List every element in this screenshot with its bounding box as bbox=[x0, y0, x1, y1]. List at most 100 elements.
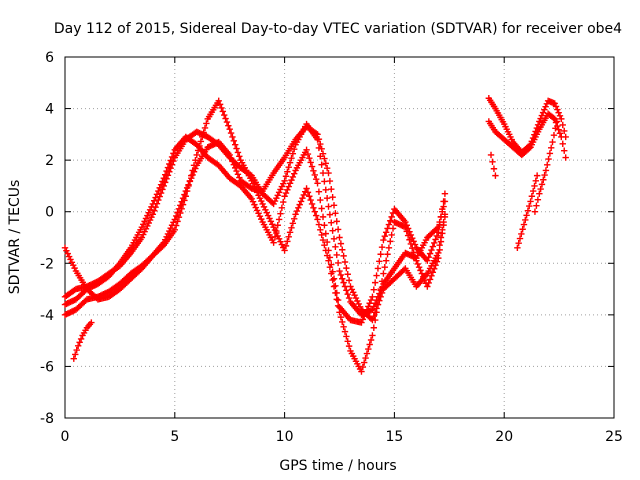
data-point bbox=[317, 140, 324, 148]
data-point bbox=[407, 231, 415, 239]
data-point bbox=[385, 221, 393, 228]
data-point bbox=[332, 210, 339, 217]
data-point bbox=[519, 226, 526, 233]
data-point bbox=[151, 197, 158, 204]
data-point bbox=[70, 355, 77, 362]
data-point bbox=[431, 265, 438, 272]
data-point bbox=[381, 233, 388, 240]
data-point bbox=[297, 198, 305, 205]
data-point bbox=[140, 231, 147, 238]
data-point bbox=[361, 359, 368, 366]
data-point bbox=[308, 163, 316, 170]
data-point bbox=[380, 270, 387, 277]
data-point bbox=[284, 238, 291, 245]
data-point bbox=[76, 339, 83, 346]
data-point bbox=[72, 351, 79, 358]
data-point bbox=[190, 162, 198, 169]
data-point bbox=[376, 293, 383, 301]
data-point bbox=[148, 213, 155, 221]
data-point bbox=[255, 210, 262, 217]
data-point bbox=[522, 216, 529, 224]
data-point bbox=[159, 243, 166, 250]
y-tick-label: 0 bbox=[45, 205, 54, 221]
data-point bbox=[267, 218, 275, 225]
data-point bbox=[345, 277, 353, 284]
data-point bbox=[277, 186, 284, 193]
data-point bbox=[312, 130, 320, 137]
data-point bbox=[161, 171, 169, 178]
data-point bbox=[318, 231, 325, 239]
data-point bbox=[303, 185, 310, 192]
data-point bbox=[323, 194, 331, 202]
data-point bbox=[385, 244, 393, 252]
data-point bbox=[341, 258, 349, 266]
data-point bbox=[541, 171, 548, 179]
series-5 bbox=[70, 319, 95, 362]
data-point bbox=[164, 164, 172, 171]
data-point bbox=[387, 238, 394, 245]
data-point bbox=[226, 151, 233, 159]
data-point bbox=[278, 204, 286, 212]
data-point bbox=[340, 252, 347, 260]
data-point bbox=[350, 289, 357, 296]
data-point bbox=[219, 108, 227, 115]
data-point bbox=[347, 283, 354, 290]
data-point bbox=[545, 155, 552, 163]
data-point bbox=[542, 167, 550, 174]
data-point bbox=[552, 125, 559, 132]
data-point bbox=[175, 213, 183, 221]
x-tick-label: 20 bbox=[495, 429, 513, 445]
data-point bbox=[366, 341, 373, 348]
data-point bbox=[318, 145, 325, 153]
data-point bbox=[151, 207, 158, 214]
data-point bbox=[61, 244, 69, 252]
data-point bbox=[149, 200, 157, 208]
data-point bbox=[345, 294, 353, 302]
data-point bbox=[433, 225, 441, 232]
data-point bbox=[227, 129, 235, 137]
data-point bbox=[410, 238, 417, 245]
data-point bbox=[252, 204, 259, 211]
data-point bbox=[418, 270, 426, 277]
data-point bbox=[336, 267, 343, 275]
data-point bbox=[514, 244, 521, 252]
data-point bbox=[318, 161, 325, 168]
data-point bbox=[409, 234, 416, 242]
data-point bbox=[328, 185, 335, 193]
data-point bbox=[315, 135, 323, 143]
x-tick-label: 5 bbox=[170, 429, 179, 445]
data-point bbox=[378, 243, 386, 251]
data-point bbox=[553, 118, 561, 125]
data-point bbox=[380, 236, 387, 244]
data-point bbox=[282, 242, 290, 250]
y-tick-label: 2 bbox=[45, 153, 54, 169]
data-point bbox=[142, 225, 150, 232]
data-point bbox=[252, 186, 259, 193]
data-point bbox=[155, 187, 162, 195]
data-point bbox=[304, 189, 312, 196]
data-point bbox=[285, 164, 292, 171]
data-point bbox=[348, 286, 356, 293]
data-point bbox=[341, 328, 349, 335]
data-point bbox=[248, 177, 255, 184]
data-point bbox=[354, 297, 361, 305]
data-point bbox=[256, 213, 264, 220]
data-point bbox=[343, 333, 350, 340]
data-point bbox=[334, 296, 342, 304]
data-point bbox=[352, 294, 360, 302]
data-point bbox=[269, 221, 276, 228]
data-point bbox=[319, 169, 327, 177]
data-point bbox=[322, 230, 329, 237]
data-point bbox=[275, 216, 283, 223]
data-point bbox=[531, 208, 539, 215]
data-point bbox=[153, 191, 161, 198]
data-point bbox=[555, 126, 562, 133]
data-point bbox=[365, 345, 372, 353]
data-point bbox=[487, 151, 495, 159]
data-point bbox=[531, 182, 538, 190]
x-tick-label: 25 bbox=[605, 429, 623, 445]
data-point bbox=[550, 132, 558, 139]
data-point bbox=[249, 198, 257, 205]
data-point bbox=[550, 114, 557, 122]
data-point bbox=[425, 253, 432, 261]
